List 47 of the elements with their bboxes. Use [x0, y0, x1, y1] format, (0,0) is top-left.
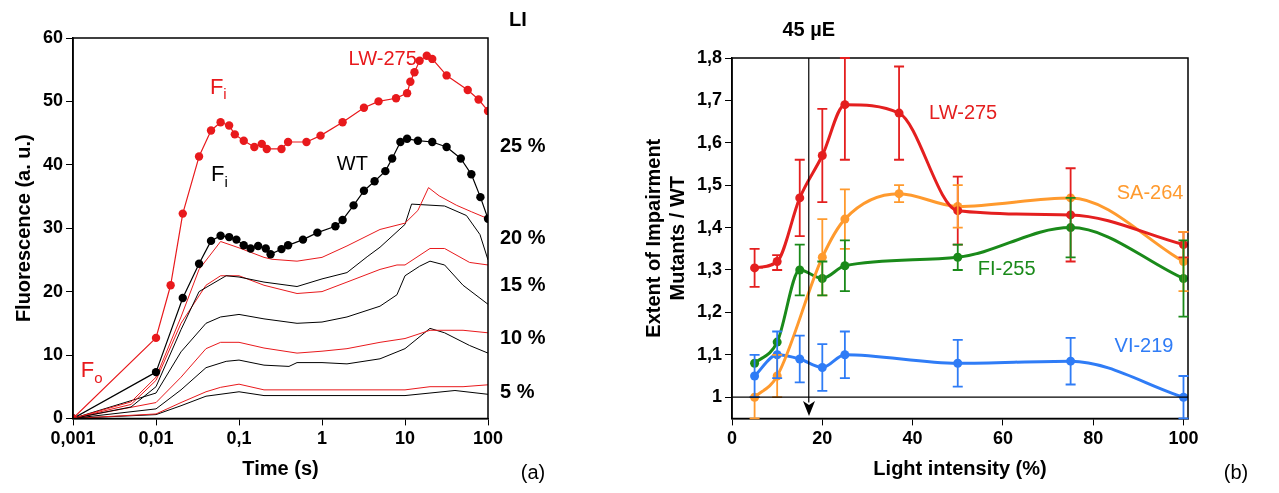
text: 5 % [500, 380, 535, 403]
y-tick-label: 50 [42, 90, 64, 111]
series-label: WT [336, 152, 368, 175]
y-tick-label: 30 [42, 217, 64, 238]
y-tick-label: 20 [42, 280, 64, 301]
x-tick-label: 0 [727, 428, 738, 449]
x-tick-label: 80 [1083, 428, 1104, 449]
text: 20 % [500, 225, 546, 248]
y-tick-label: 1,8 [696, 46, 723, 67]
x-tick-label: 0,1 [226, 428, 252, 449]
y-tick-label: 1,7 [696, 89, 723, 110]
x-tick-label: 0,01 [138, 428, 174, 449]
x-axis-title: Light intensity (%) [873, 456, 1047, 479]
x-tick-label: 20 [812, 428, 833, 449]
series-label: SA-264 [1116, 181, 1184, 204]
x-tick-label: 100 [1168, 428, 1199, 449]
series-label: VI-219 [1114, 333, 1174, 356]
y-tick-label: 1,1 [696, 343, 723, 364]
x-tick-label: 10 [394, 428, 416, 449]
x-tick-label: 100 [472, 428, 504, 449]
series-label: FI-255 [977, 256, 1036, 279]
text: 10 % [500, 325, 546, 348]
text: (a) [520, 460, 546, 483]
x-axis-title: Time (s) [242, 456, 319, 479]
x-tick-label: 40 [902, 428, 923, 449]
text: 25 % [500, 133, 546, 156]
y-tick-label: 1,6 [696, 131, 723, 152]
text: (b) [1223, 460, 1249, 483]
y-tick-label: 1,4 [696, 216, 723, 237]
text: LI [509, 7, 527, 30]
y-tick-label: 1,5 [696, 174, 723, 195]
y-axis-title: Extent of Impairment Mutants / WT [641, 138, 688, 338]
y-tick-label: 1,2 [696, 301, 723, 322]
y-tick-label: 1 [712, 386, 723, 407]
ref-line-label: 45 µE [782, 17, 836, 40]
y-tick-label: 40 [42, 153, 64, 174]
y-tick-label: 1,3 [696, 258, 723, 279]
y-axis-title: Fluorescence (a. u.) [11, 134, 34, 323]
x-tick-label: 0,001 [50, 428, 96, 449]
text: 15 % [500, 272, 546, 295]
y-tick-label: 0 [53, 407, 64, 428]
x-tick-label: 60 [992, 428, 1013, 449]
series-label: LW-275 [929, 100, 998, 123]
y-tick-label: 60 [42, 26, 64, 47]
x-tick-label: 1 [317, 428, 328, 449]
y-tick-label: 10 [42, 343, 64, 364]
series-label: LW-275 [348, 47, 417, 70]
